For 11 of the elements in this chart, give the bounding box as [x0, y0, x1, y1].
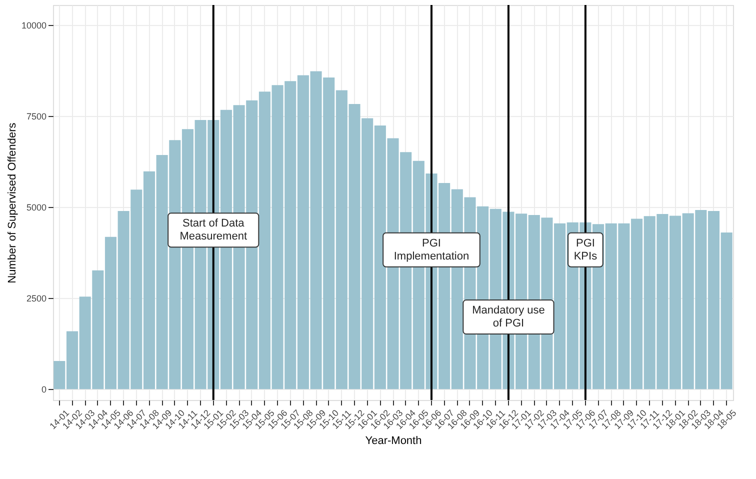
ref-line-label: Start of Data Measurement: [180, 218, 248, 243]
y-tick-label: 7500: [26, 112, 46, 122]
y-tick-label: 0: [41, 384, 46, 395]
x-axis-title: Year-Month: [365, 435, 422, 448]
y-tick-label: 10000: [21, 20, 46, 31]
y-axis-title: Number of Supervised Offenders: [6, 122, 18, 284]
y-tick-label: 5000: [26, 202, 46, 213]
ref-line-label: PGI Implementation: [394, 237, 470, 262]
ref-line-label: Mandatory use of PGI: [472, 304, 545, 330]
y-tick-label: 2500: [26, 294, 46, 304]
ref-line-label: PGI KPIs: [574, 237, 598, 262]
